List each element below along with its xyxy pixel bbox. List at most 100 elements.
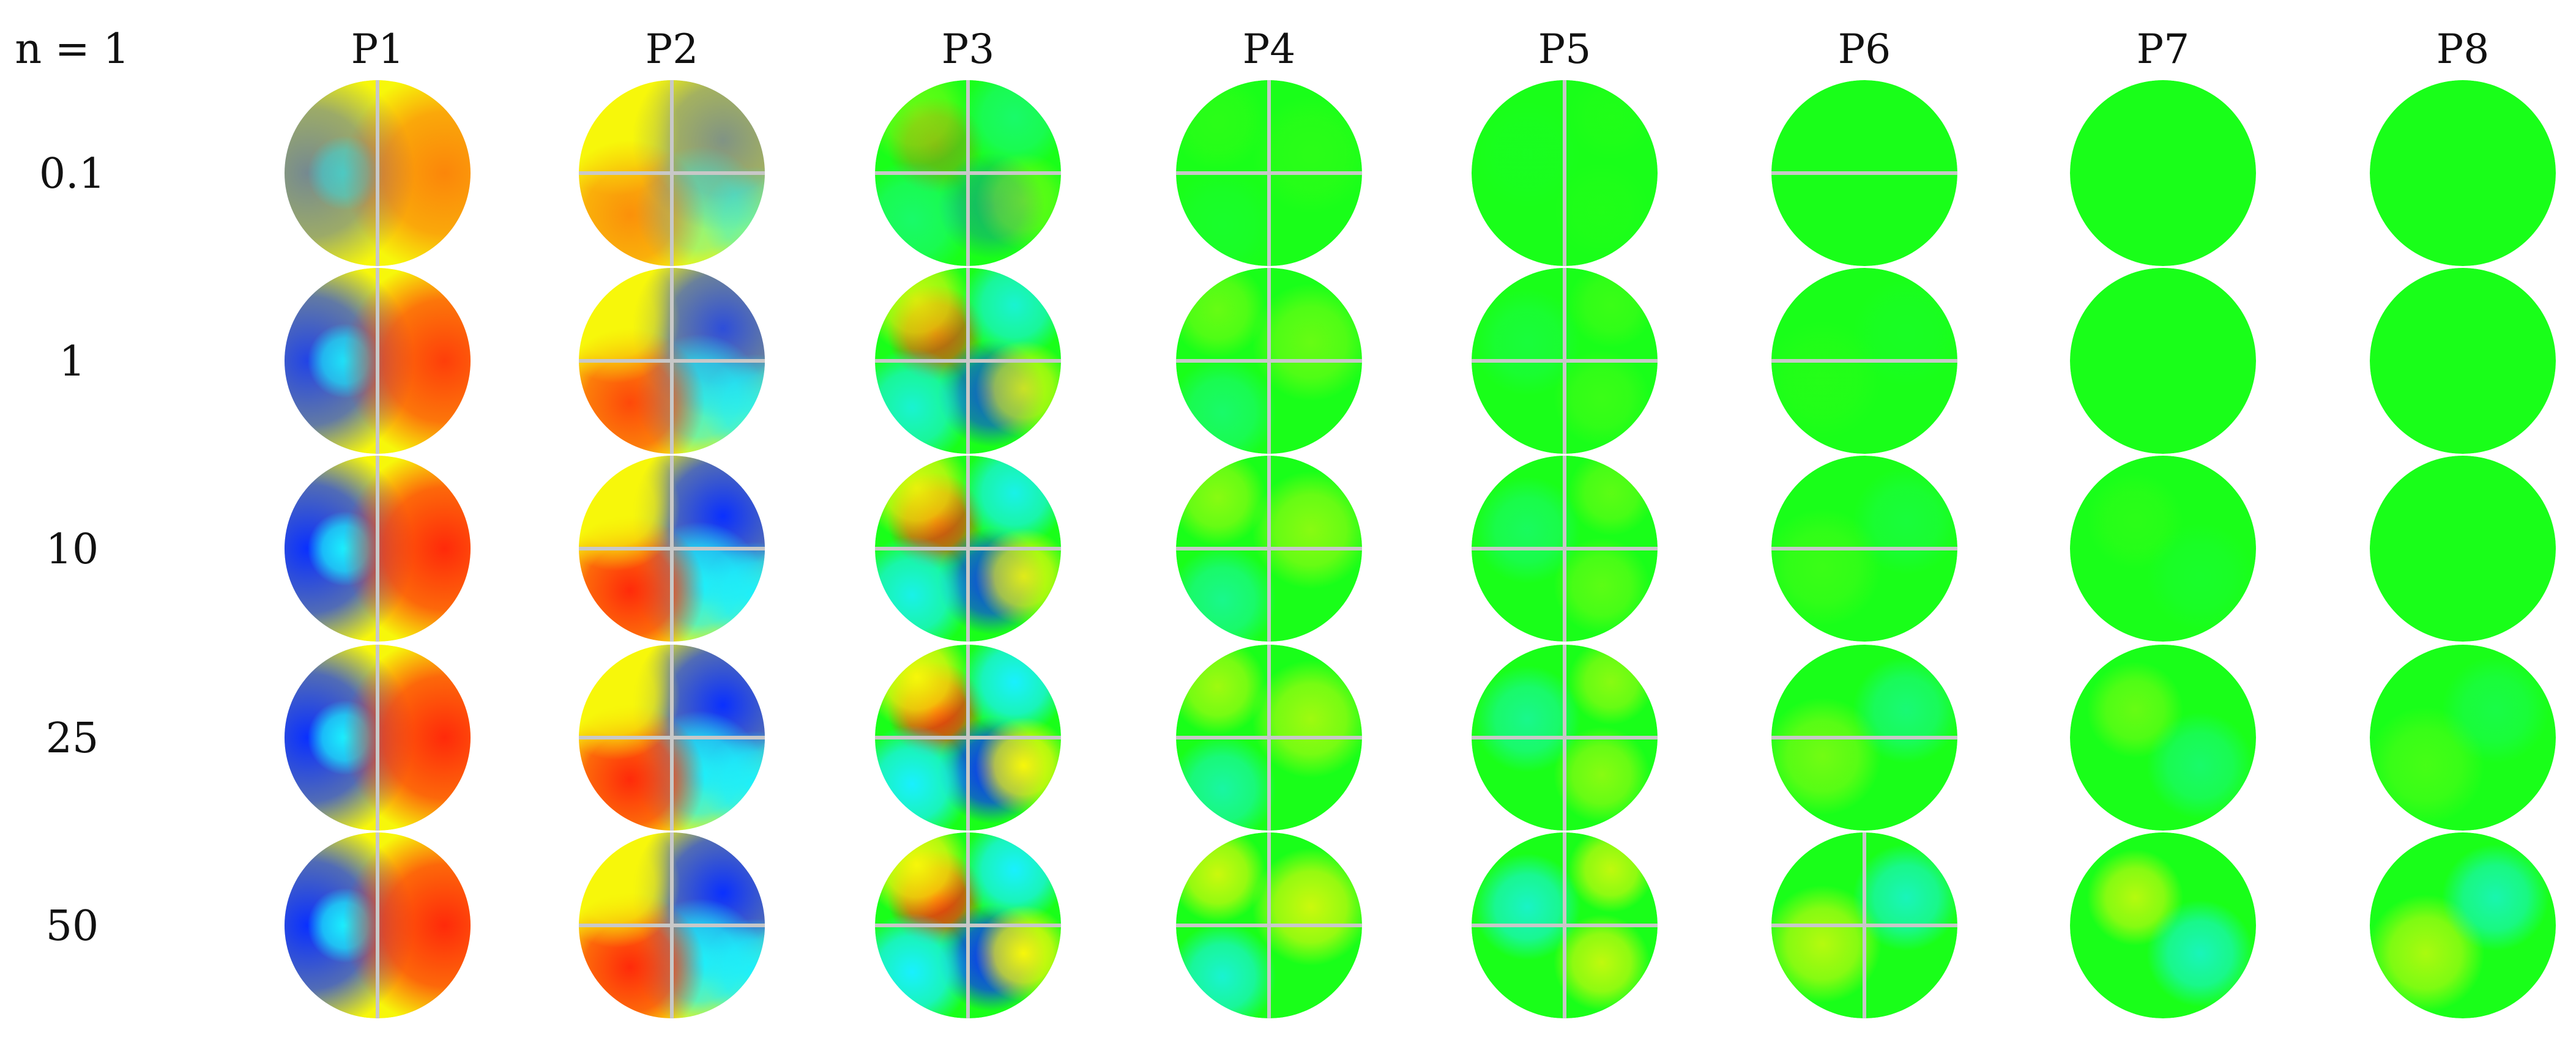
contour-map-p4-n1 [1176, 268, 1362, 454]
contour-region [702, 354, 765, 454]
contour-map-p5-n25 [1472, 645, 1658, 831]
contour-region [1176, 456, 1267, 546]
contour-region [2146, 335, 2254, 442]
contour-region [1568, 832, 1654, 913]
contour-map-p2-n25 [579, 645, 765, 831]
contour-map-p8-n0.1 [2370, 80, 2556, 266]
contour-grid [285, 80, 2556, 1018]
contour-region [2441, 280, 2549, 387]
contour-map-p6-n1 [1771, 268, 1957, 454]
contour-map-p1-n25 [285, 645, 471, 831]
contour-map-p5-n0.1 [1472, 80, 1658, 266]
contour-region [702, 166, 765, 266]
contour-map-p7-n1 [2070, 268, 2256, 454]
contour-map-p1-n50 [285, 832, 471, 1018]
contour-region [1473, 665, 1581, 772]
contour-region [2441, 92, 2549, 199]
column-header-p3: P3 [942, 26, 994, 73]
contour-map-p4-n10 [1176, 456, 1362, 642]
contour-region [875, 536, 971, 642]
contour-map-p1-n10 [285, 456, 471, 642]
contour-region [2441, 844, 2549, 951]
contour-region [702, 918, 765, 1018]
contour-region [1176, 268, 1267, 358]
column-header-p7: P7 [2137, 26, 2189, 73]
contour-map-p8-n25 [2370, 645, 2556, 831]
contour-region [1473, 289, 1581, 396]
contour-region [1568, 80, 1654, 160]
contour-map-p7-n10 [2070, 456, 2256, 642]
contour-map-p2-n10 [579, 456, 765, 642]
contour-region [2146, 900, 2254, 1007]
contour-region [875, 160, 971, 266]
contour-region [1554, 727, 1650, 823]
contour-region [2146, 712, 2254, 819]
contour-map-p2-n1 [579, 268, 765, 454]
contour-region [875, 348, 971, 454]
contour-region [1252, 283, 1362, 401]
contour-region [975, 717, 1061, 814]
contour-region [579, 832, 680, 948]
contour-map-p5-n10 [1472, 456, 1658, 642]
contour-map-p6-n0.1 [1771, 80, 1957, 266]
contour-region [1473, 101, 1581, 208]
contour-map-p1-n1 [285, 268, 471, 454]
contour-region [1771, 133, 1882, 251]
contour-map-p5-n1 [1472, 268, 1658, 454]
contour-map-p6-n50 [1771, 832, 1957, 1018]
contour-region [343, 832, 471, 1018]
contour-map-p8-n10 [2370, 456, 2556, 642]
contour-map-p7-n0.1 [2070, 80, 2256, 266]
contour-map-p4-n50 [1176, 832, 1362, 1018]
contour-region [1176, 80, 1267, 171]
contour-region [975, 152, 1061, 250]
column-header-p4: P4 [1243, 26, 1295, 73]
contour-region [1252, 848, 1362, 966]
contour-region [1554, 538, 1650, 634]
contour-region [343, 80, 471, 266]
contour-region [1554, 350, 1650, 446]
column-header-p2: P2 [646, 26, 698, 73]
contour-region [2441, 656, 2549, 763]
contour-region [579, 456, 680, 571]
contour-map-p7-n25 [2070, 645, 2256, 831]
contour-map-p3-n25 [875, 645, 1061, 831]
contour-region [2441, 467, 2549, 574]
contour-map-p3-n50 [875, 832, 1061, 1018]
contour-region [1252, 95, 1362, 213]
contour-region [579, 645, 680, 760]
contour-region [1771, 697, 1882, 815]
contour-map-p3-n0.1 [875, 80, 1061, 266]
contour-region [343, 456, 471, 642]
column-header-p1: P1 [351, 26, 404, 73]
contour-map-p6-n25 [1771, 645, 1957, 831]
row-label-2: 10 [46, 525, 99, 574]
contour-region [1176, 735, 1276, 831]
contour-map-p8-n1 [2370, 268, 2556, 454]
contour-region [1568, 268, 1654, 348]
contour-map-p5-n50 [1472, 832, 1658, 1018]
contour-region [579, 268, 680, 383]
contour-region [875, 725, 971, 831]
column-header-p8: P8 [2436, 26, 2489, 73]
contour-map-p3-n10 [875, 456, 1061, 642]
contour-region [1473, 853, 1581, 960]
contour-region [1176, 546, 1276, 642]
contour-region [1853, 844, 1957, 951]
contour-map-p2-n50 [579, 832, 765, 1018]
contour-region [1554, 914, 1650, 1011]
contour-region [1176, 358, 1276, 454]
row-label-3: 25 [46, 714, 99, 763]
contour-region [1252, 660, 1362, 778]
contour-map-p2-n0.1 [579, 80, 765, 266]
contour-region [1771, 885, 1882, 1003]
contour-region [975, 905, 1061, 1002]
contour-region [975, 528, 1061, 625]
contour-region [1853, 280, 1957, 387]
contour-region [875, 913, 971, 1018]
contour-region [343, 645, 471, 831]
contour-region [1554, 162, 1650, 259]
corner-label: n = 1 [15, 25, 129, 73]
contour-region [1176, 832, 1267, 923]
